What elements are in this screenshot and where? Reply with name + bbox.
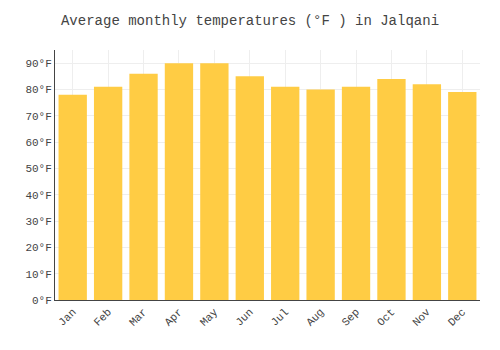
svg-text:60°F: 60°F bbox=[25, 137, 51, 149]
svg-text:30°F: 30°F bbox=[25, 216, 51, 228]
svg-text:Jan: Jan bbox=[56, 306, 78, 328]
svg-text:0°F: 0°F bbox=[32, 295, 52, 307]
svg-text:20°F: 20°F bbox=[25, 242, 51, 254]
svg-text:40°F: 40°F bbox=[25, 190, 51, 202]
svg-text:Average monthly temperatures (: Average monthly temperatures (°F ) in Ja… bbox=[61, 13, 439, 29]
svg-text:Feb: Feb bbox=[92, 306, 114, 328]
svg-text:90°F: 90°F bbox=[25, 58, 51, 70]
svg-text:Dec: Dec bbox=[446, 306, 468, 328]
svg-text:50°F: 50°F bbox=[25, 163, 51, 175]
svg-text:80°F: 80°F bbox=[25, 84, 51, 96]
svg-text:Aug: Aug bbox=[304, 306, 326, 328]
svg-text:Nov: Nov bbox=[410, 306, 433, 329]
svg-text:Mar: Mar bbox=[127, 306, 149, 328]
svg-text:Sep: Sep bbox=[340, 306, 362, 328]
svg-text:Jun: Jun bbox=[233, 306, 255, 328]
svg-text:May: May bbox=[198, 306, 221, 329]
svg-text:Jul: Jul bbox=[269, 306, 291, 328]
svg-text:10°F: 10°F bbox=[25, 269, 51, 281]
svg-text:Apr: Apr bbox=[162, 306, 184, 328]
svg-text:70°F: 70°F bbox=[25, 111, 51, 123]
svg-text:Oct: Oct bbox=[375, 306, 397, 328]
